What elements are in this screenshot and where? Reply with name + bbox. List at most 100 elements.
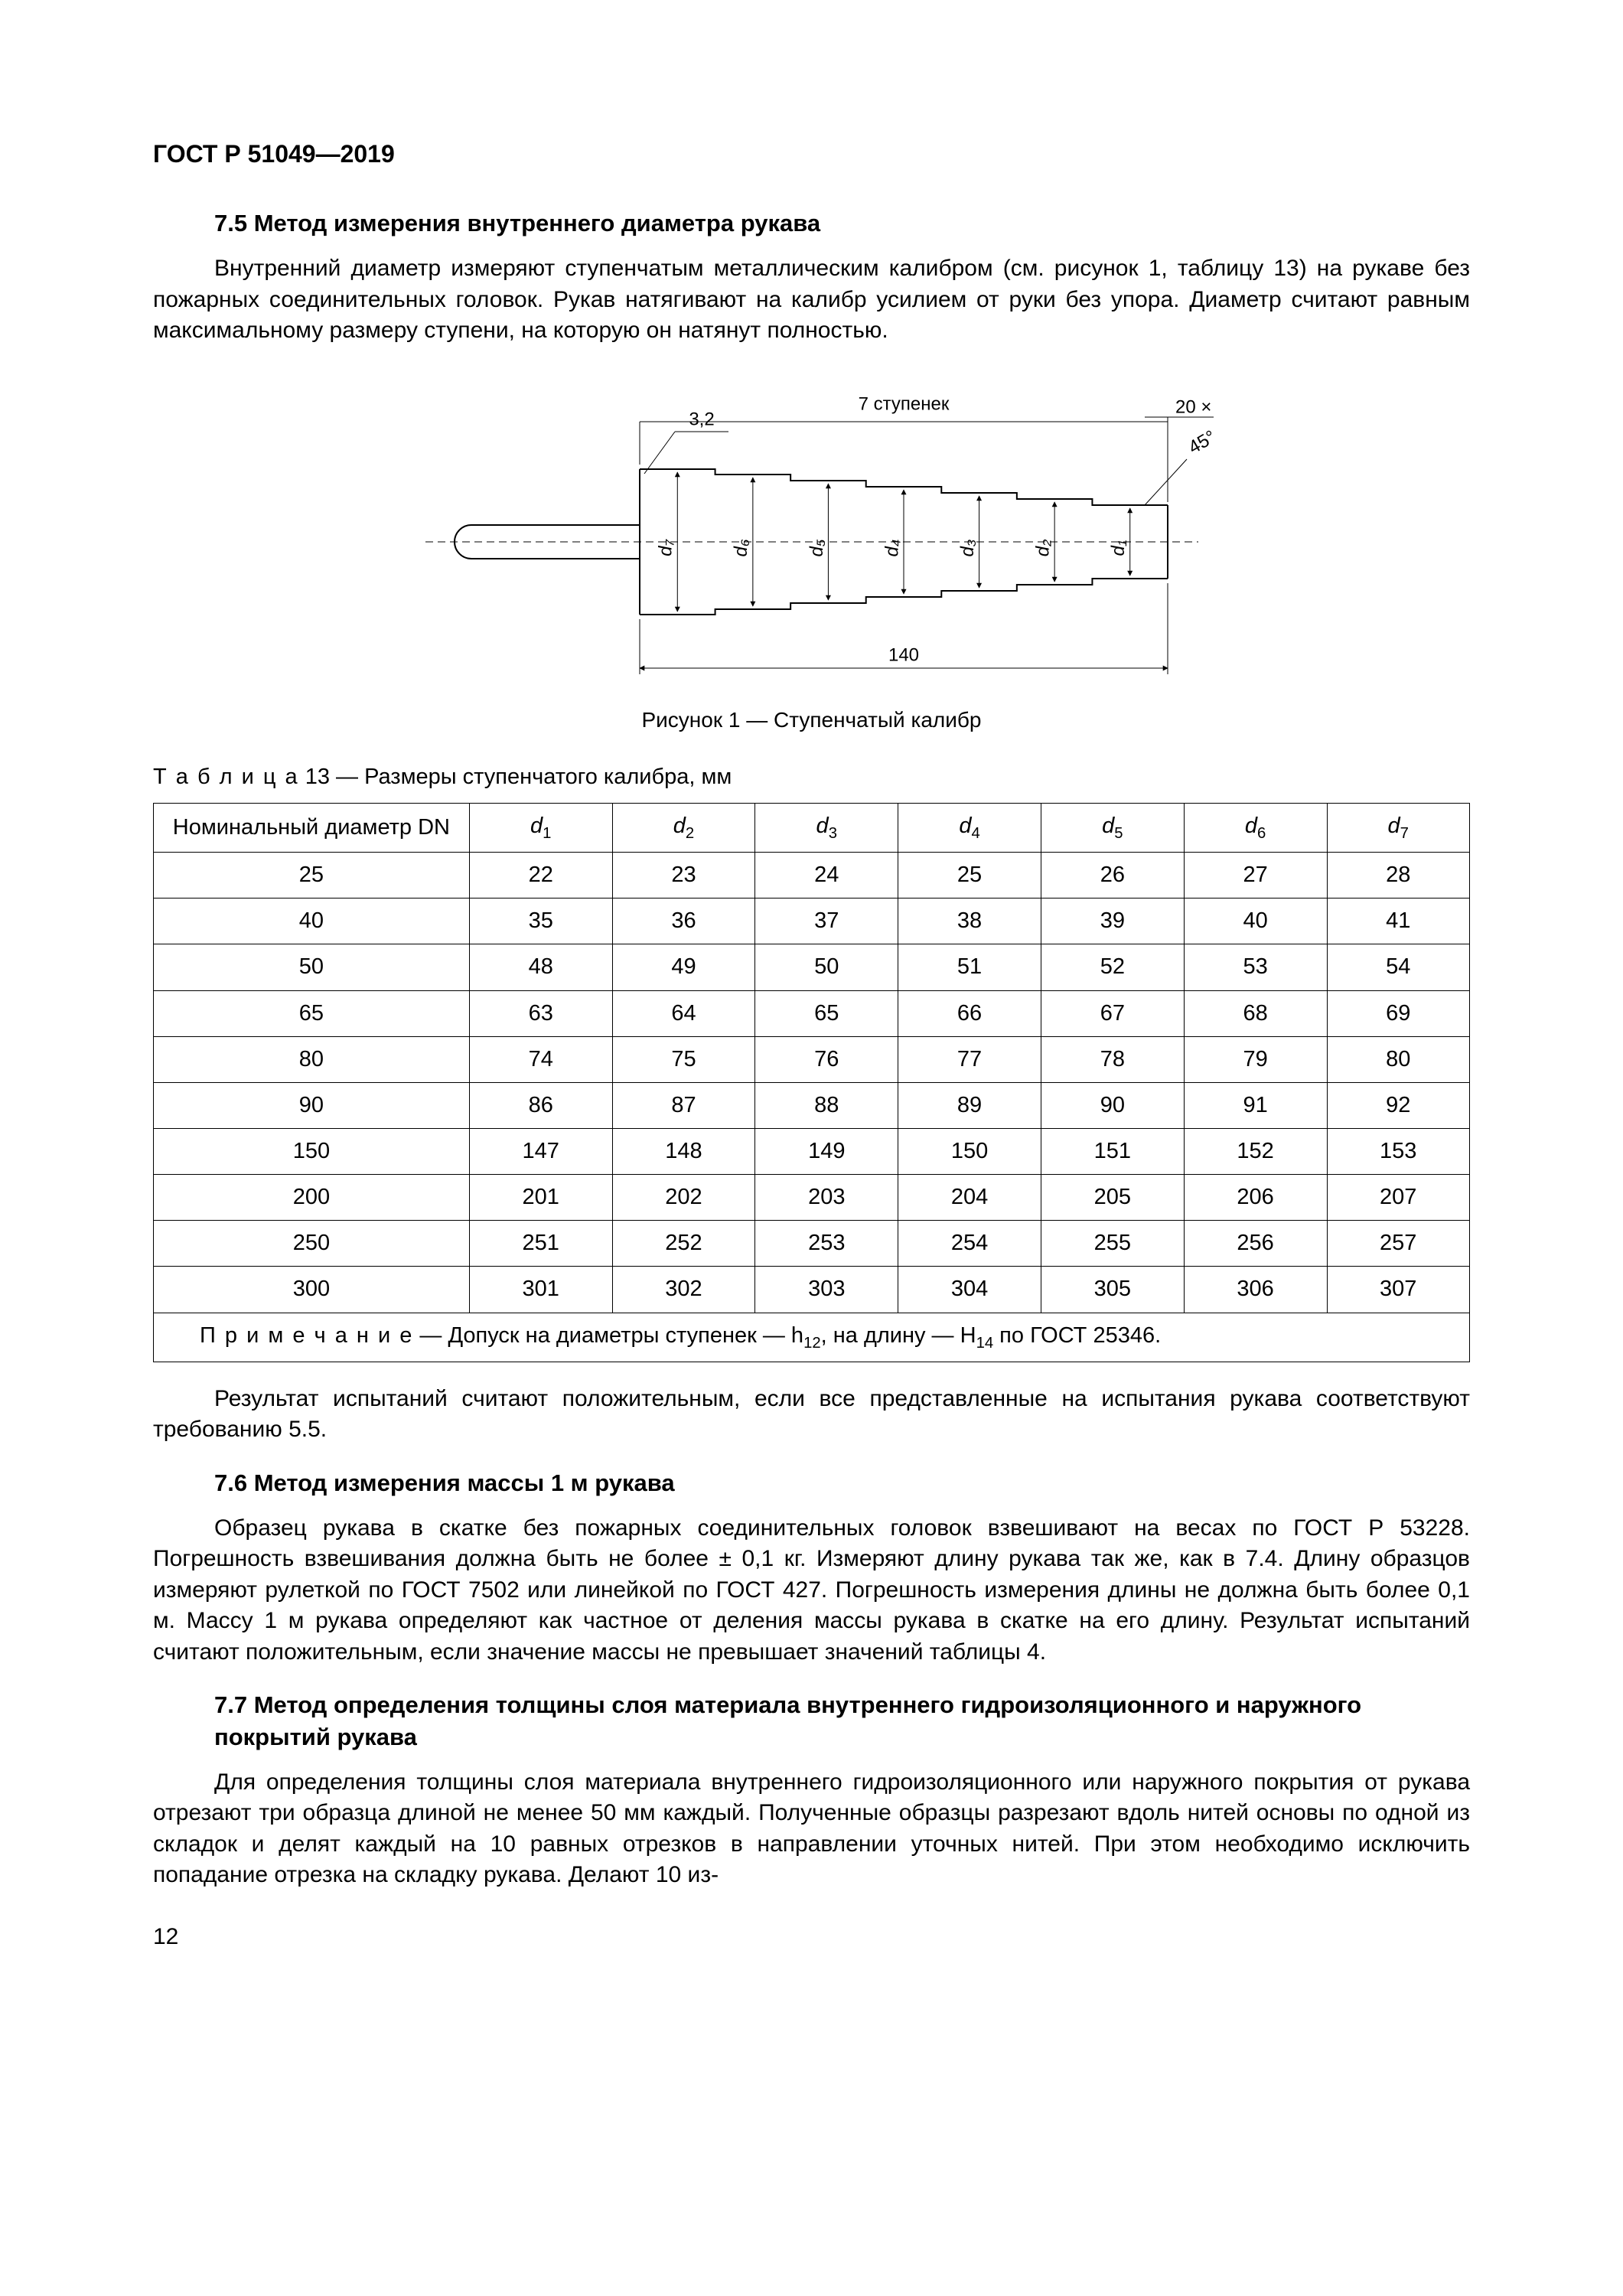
table-cell: 40 xyxy=(1184,899,1327,944)
table-cell: 65 xyxy=(755,990,898,1036)
table-cell: 25 xyxy=(898,853,1041,899)
table-cell: 256 xyxy=(1184,1221,1327,1267)
figure-1: 3,27 ступенек45°20 × 7d₇d₆d₅d₄d₃d₂d₁140 xyxy=(153,362,1470,693)
table-cell: 49 xyxy=(612,944,755,990)
table-header-cell: d2 xyxy=(612,803,755,852)
table-row: 6563646566676869 xyxy=(154,990,1470,1036)
table-header-cell: d7 xyxy=(1327,803,1470,852)
table-header-cell: Номинальный диаметр DN xyxy=(154,803,470,852)
table-row: 300301302303304305306307 xyxy=(154,1267,1470,1313)
table-cell: 92 xyxy=(1327,1082,1470,1128)
svg-text:45°: 45° xyxy=(1185,426,1213,458)
table-cell: 257 xyxy=(1327,1221,1470,1267)
table-cell: 80 xyxy=(154,1036,470,1082)
table-cell: 89 xyxy=(898,1082,1041,1128)
table-cell: 251 xyxy=(469,1221,612,1267)
figure-1-svg-wrap: 3,27 ступенек45°20 × 7d₇d₆d₅d₄d₃d₂d₁140 xyxy=(410,362,1214,693)
table-cell: 147 xyxy=(469,1129,612,1175)
table-cell: 201 xyxy=(469,1175,612,1221)
table-note-cell: П р и м е ч а н и е — Допуск на диаметры… xyxy=(154,1313,1470,1362)
table-cell: 50 xyxy=(154,944,470,990)
table-cell: 25 xyxy=(154,853,470,899)
heading-7-6: 7.6 Метод измерения массы 1 м рукава xyxy=(214,1467,1470,1499)
heading-7-5: 7.5 Метод измерения внутреннего диаметра… xyxy=(214,207,1470,240)
table-cell: 202 xyxy=(612,1175,755,1221)
svg-text:d₃: d₃ xyxy=(957,539,977,556)
table-cell: 26 xyxy=(1041,853,1184,899)
table-cell: 39 xyxy=(1041,899,1184,944)
table-cell: 250 xyxy=(154,1221,470,1267)
table-row: 200201202203204205206207 xyxy=(154,1175,1470,1221)
table-header-cell: d1 xyxy=(469,803,612,852)
table-cell: 149 xyxy=(755,1129,898,1175)
page: ГОСТ Р 51049—2019 7.5 Метод измерения вн… xyxy=(0,0,1623,2296)
svg-text:3,2: 3,2 xyxy=(689,409,714,429)
table-header-row: Номинальный диаметр DNd1d2d3d4d5d6d7 xyxy=(154,803,1470,852)
table-row: 8074757677787980 xyxy=(154,1036,1470,1082)
svg-text:140: 140 xyxy=(888,644,918,665)
table-row: 9086878889909192 xyxy=(154,1082,1470,1128)
table-cell: 304 xyxy=(898,1267,1041,1313)
svg-text:d₁: d₁ xyxy=(1108,540,1129,556)
table-caption-prefix: Т а б л и ц а xyxy=(153,765,299,789)
table-row: 5048495051525354 xyxy=(154,944,1470,990)
table-cell: 153 xyxy=(1327,1129,1470,1175)
table-cell: 78 xyxy=(1041,1036,1184,1082)
table-cell: 151 xyxy=(1041,1129,1184,1175)
table-cell: 205 xyxy=(1041,1175,1184,1221)
table-cell: 255 xyxy=(1041,1221,1184,1267)
table-cell: 148 xyxy=(612,1129,755,1175)
caliper-diagram: 3,27 ступенек45°20 × 7d₇d₆d₅d₄d₃d₂d₁140 xyxy=(410,362,1214,683)
svg-text:d₂: d₂ xyxy=(1032,539,1053,556)
table-cell: 22 xyxy=(469,853,612,899)
table-header-cell: d5 xyxy=(1041,803,1184,852)
table-cell: 74 xyxy=(469,1036,612,1082)
table-cell: 88 xyxy=(755,1082,898,1128)
table-cell: 67 xyxy=(1041,990,1184,1036)
table-cell: 76 xyxy=(755,1036,898,1082)
table-cell: 150 xyxy=(898,1129,1041,1175)
table-cell: 54 xyxy=(1327,944,1470,990)
table-cell: 305 xyxy=(1041,1267,1184,1313)
table-cell: 301 xyxy=(469,1267,612,1313)
table-cell: 253 xyxy=(755,1221,898,1267)
table-cell: 306 xyxy=(1184,1267,1327,1313)
table-row: 4035363738394041 xyxy=(154,899,1470,944)
table-13: Номинальный диаметр DNd1d2d3d4d5d6d72522… xyxy=(153,803,1470,1362)
svg-text:7 ступенек: 7 ступенек xyxy=(858,393,949,414)
table-cell: 90 xyxy=(154,1082,470,1128)
para-after-table: Результат испытаний считают положительны… xyxy=(153,1384,1470,1446)
table-cell: 37 xyxy=(755,899,898,944)
table-cell: 91 xyxy=(1184,1082,1327,1128)
svg-text:d₆: d₆ xyxy=(731,539,751,556)
page-number: 12 xyxy=(153,1922,1470,1953)
table-cell: 69 xyxy=(1327,990,1470,1036)
table-cell: 50 xyxy=(755,944,898,990)
table-header-cell: d6 xyxy=(1184,803,1327,852)
table-cell: 86 xyxy=(469,1082,612,1128)
table-cell: 68 xyxy=(1184,990,1327,1036)
para-7-6: Образец рукава в скатке без пожарных сое… xyxy=(153,1513,1470,1668)
heading-7-7: 7.7 Метод определения толщины слоя матер… xyxy=(214,1689,1439,1753)
document-id: ГОСТ Р 51049—2019 xyxy=(153,138,1470,171)
table-cell: 79 xyxy=(1184,1036,1327,1082)
table-cell: 252 xyxy=(612,1221,755,1267)
svg-text:20 × 7: 20 × 7 xyxy=(1175,396,1214,417)
table-cell: 63 xyxy=(469,990,612,1036)
table-row: 150147148149150151152153 xyxy=(154,1129,1470,1175)
table-row: 250251252253254255256257 xyxy=(154,1221,1470,1267)
table-cell: 77 xyxy=(898,1036,1041,1082)
table-caption-rest: 13 — Размеры ступенчатого калибра, мм xyxy=(299,765,732,789)
table-cell: 35 xyxy=(469,899,612,944)
svg-text:d₅: d₅ xyxy=(806,539,826,556)
table-cell: 204 xyxy=(898,1175,1041,1221)
table-cell: 51 xyxy=(898,944,1041,990)
table-cell: 254 xyxy=(898,1221,1041,1267)
para-7-7: Для определения толщины слоя материала в… xyxy=(153,1767,1470,1891)
table-cell: 152 xyxy=(1184,1129,1327,1175)
table-cell: 200 xyxy=(154,1175,470,1221)
table-header-cell: d4 xyxy=(898,803,1041,852)
table-cell: 150 xyxy=(154,1129,470,1175)
table-cell: 307 xyxy=(1327,1267,1470,1313)
table-note-row: П р и м е ч а н и е — Допуск на диаметры… xyxy=(154,1313,1470,1362)
